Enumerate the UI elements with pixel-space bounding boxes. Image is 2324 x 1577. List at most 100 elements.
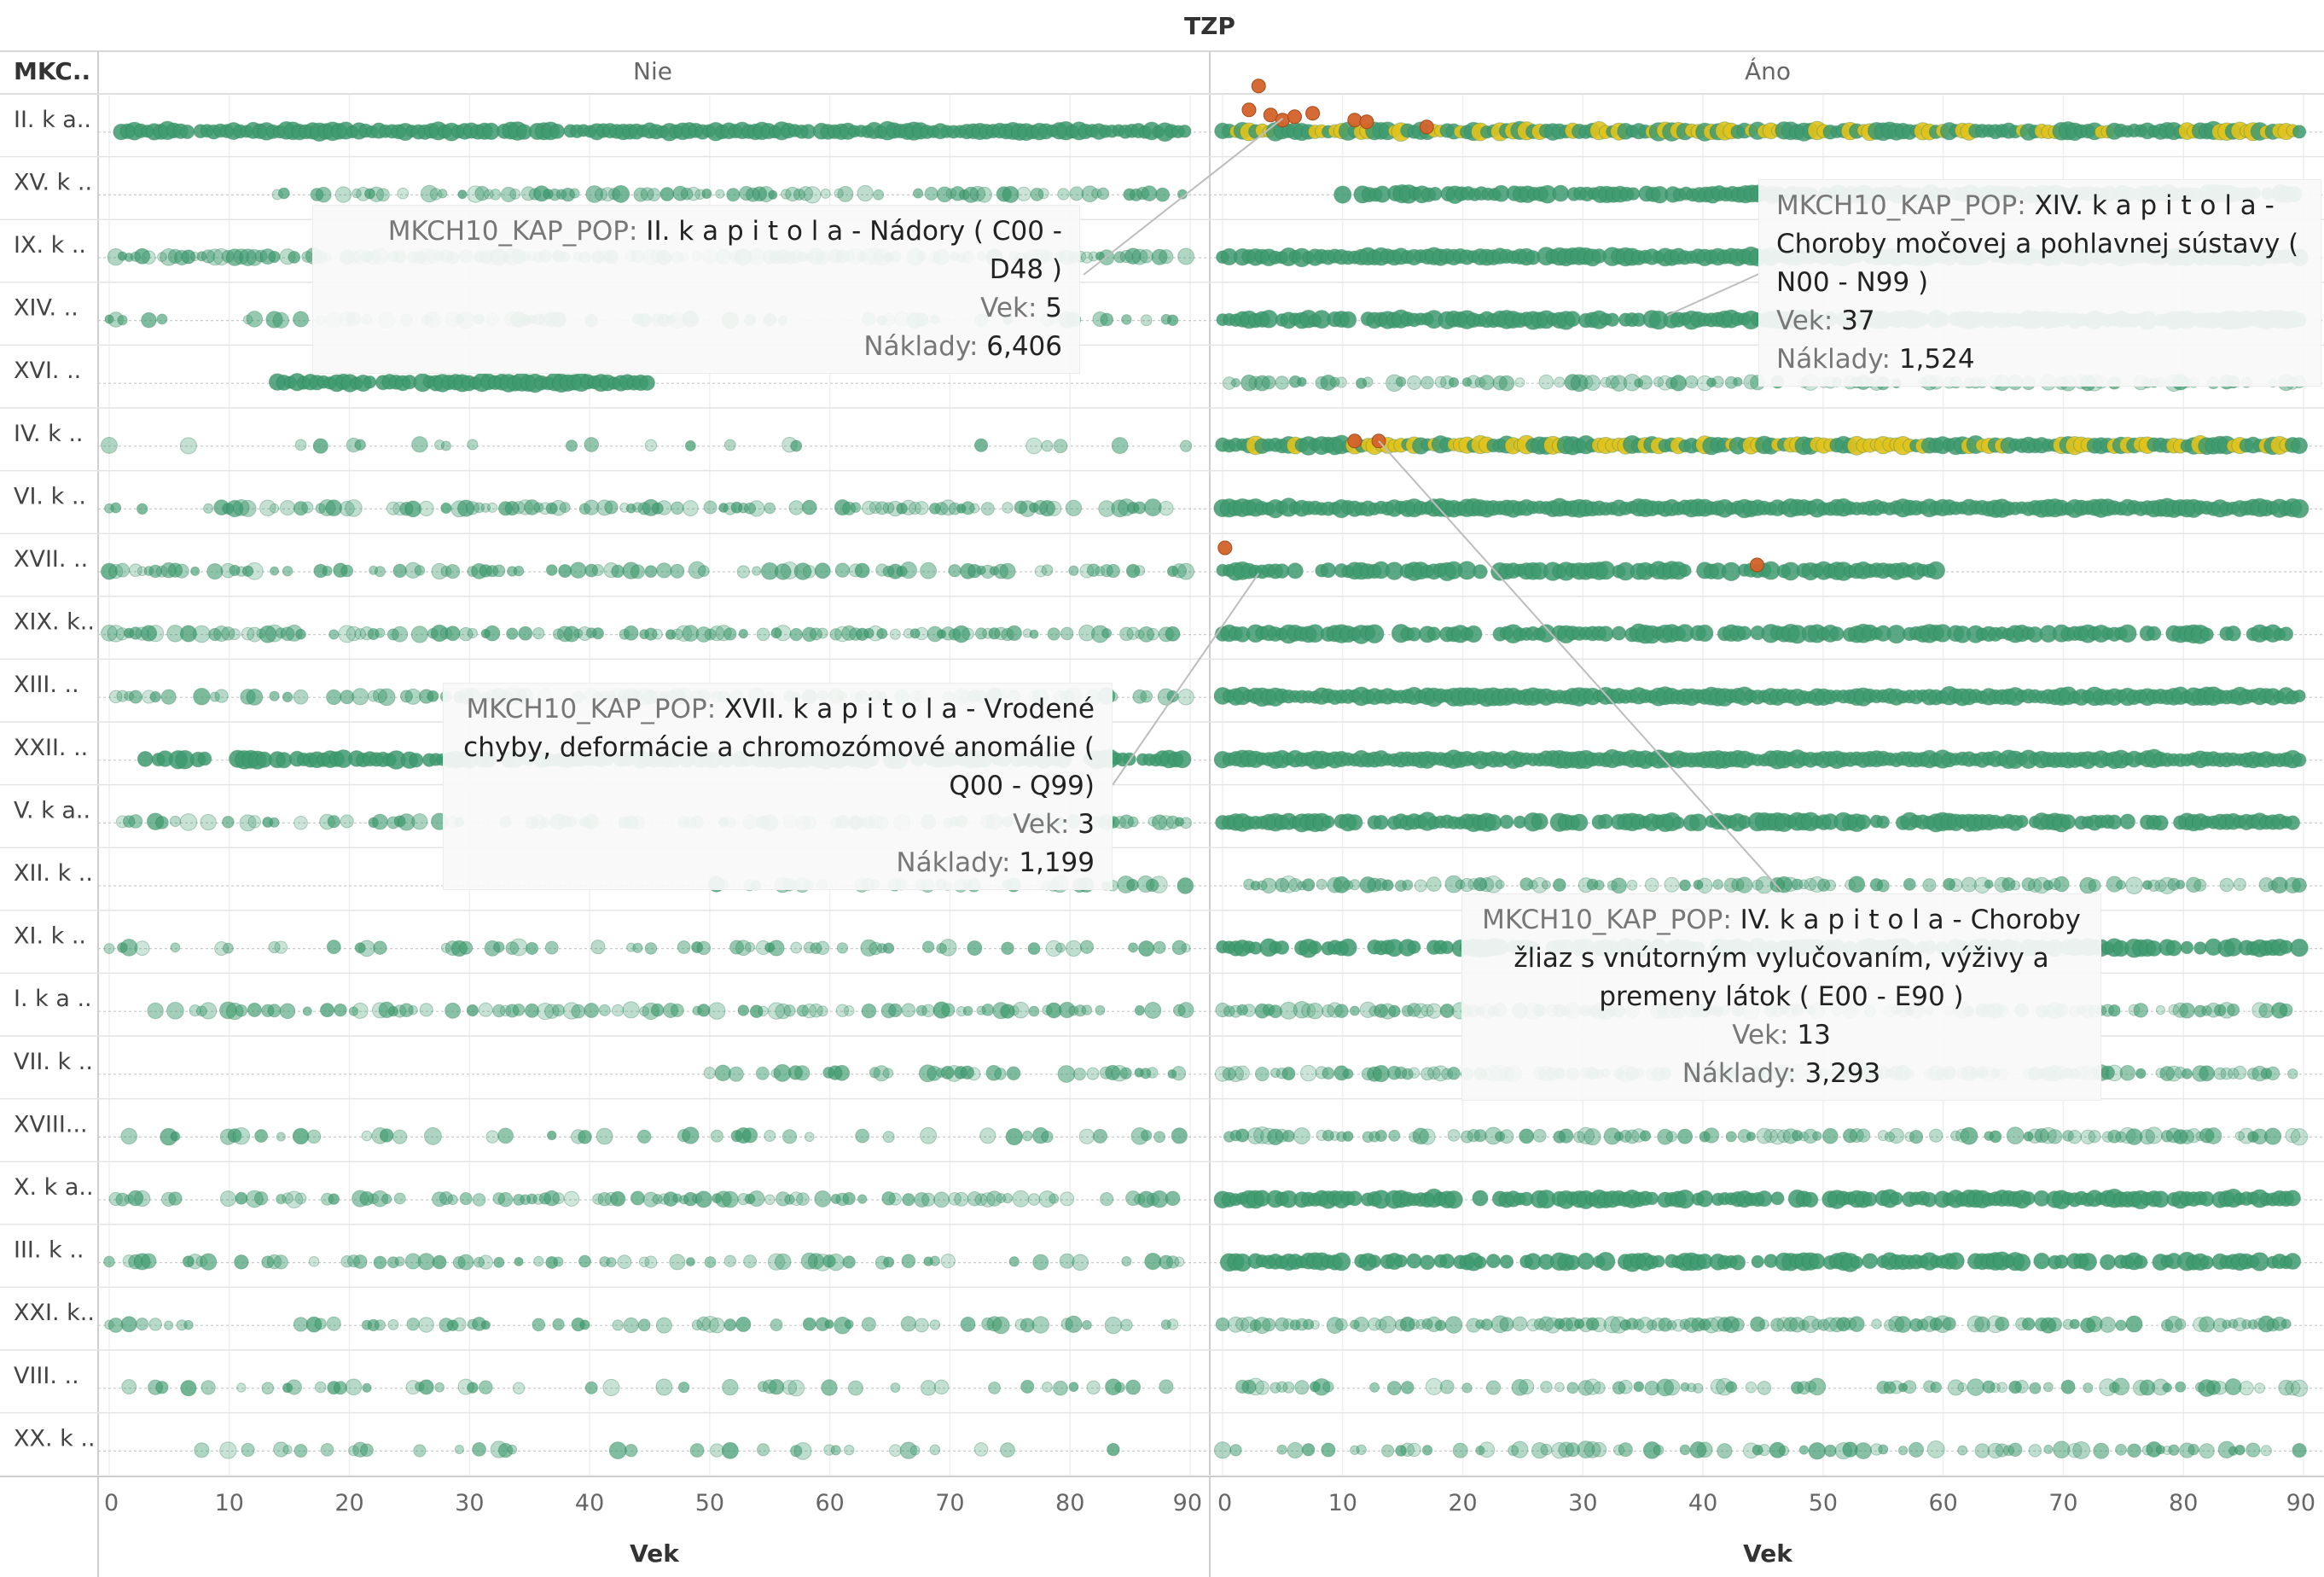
data-point [459,1192,473,1206]
data-point [1120,1318,1133,1332]
data-point [804,1132,815,1143]
data-point [981,1003,995,1016]
data-point [134,247,151,265]
data-point [121,1379,137,1395]
data-point [1006,1066,1021,1081]
data-point [1275,940,1290,955]
data-point [1030,187,1044,201]
tooltip-key: MKCH10_KAP_POP: [387,216,638,247]
data-point [374,1319,386,1331]
data-point [1798,1445,1810,1455]
outlier-point [1217,540,1233,556]
data-point [1696,1190,1714,1207]
data-point [1848,876,1866,893]
data-point [1577,1252,1595,1271]
data-point [602,1378,620,1397]
data-point [2239,1381,2254,1396]
data-point [1060,626,1074,641]
data-point [1356,1444,1367,1456]
data-point [2175,1381,2187,1393]
data-point [269,817,280,828]
data-point [850,502,862,513]
data-point [1349,1005,1360,1016]
data-point [2127,1443,2141,1458]
data-point [558,563,572,579]
data-point [1703,1127,1720,1143]
data-point [2155,1005,2166,1015]
data-point [787,1379,805,1397]
data-point [497,1127,514,1144]
data-point [328,1193,340,1205]
data-point [710,1129,723,1143]
outlier-point [1241,102,1257,118]
data-point [1419,1128,1436,1145]
data-point [2115,1319,2127,1331]
data-point [241,1442,255,1458]
tooltip-key: Vek: [1732,1020,1789,1050]
data-point [578,1129,592,1144]
data-point [1909,1130,1924,1144]
data-point [694,1190,712,1208]
data-point [1758,1443,1771,1457]
data-point [1444,1316,1463,1334]
data-point [960,1316,976,1332]
data-point [633,187,648,202]
data-point [637,1318,651,1332]
data-point [764,1130,776,1143]
data-point [748,1190,765,1207]
data-point [900,1316,917,1332]
data-point [1374,814,1389,830]
data-point [506,627,519,640]
data-point [768,189,778,200]
data-point [861,1003,877,1019]
data-point [559,502,571,514]
data-point [827,1253,845,1271]
data-point [1080,251,1093,264]
data-point [888,1003,903,1018]
data-point [921,1192,936,1207]
data-point [1144,1253,1162,1271]
data-point [467,627,478,639]
data-point [2290,1379,2309,1397]
data-point [1141,185,1158,201]
data-point [1725,1381,1738,1394]
data-point [1394,1254,1408,1268]
data-point [206,562,224,580]
data-point [377,688,396,707]
data-point [1717,1443,1733,1459]
data-point [735,1316,752,1333]
data-point [563,1190,580,1207]
data-point [1693,1382,1704,1394]
data-point [1511,1440,1529,1458]
data-point [1261,375,1276,390]
data-point [2193,878,2207,892]
data-point [1166,1318,1179,1330]
data-point [758,1005,769,1016]
data-point [1439,1253,1455,1269]
data-point [682,1126,700,1144]
data-point [1802,1191,1819,1208]
row-label: III. k .. [14,1237,84,1264]
data-point [1664,876,1680,893]
data-point [644,439,658,452]
data-point [1181,943,1191,953]
data-point [2021,1191,2036,1206]
data-point [2199,1065,2216,1082]
outlier-point [1305,106,1321,121]
data-point [1519,1128,1535,1144]
data-point [334,186,352,203]
data-point [1696,1441,1713,1458]
data-point [1447,1067,1461,1080]
data-point [2279,1003,2293,1017]
data-point [1001,941,1014,956]
x-tick-label: 60 [1928,1490,1957,1516]
data-point [855,1128,870,1143]
data-point [598,1004,611,1016]
data-point [532,1318,546,1332]
data-point [1254,1380,1269,1395]
data-point [1282,1381,1295,1394]
data-point [1177,124,1192,138]
row-label: X. k a.. [14,1174,94,1201]
data-point [148,1318,162,1331]
data-point [179,813,198,831]
